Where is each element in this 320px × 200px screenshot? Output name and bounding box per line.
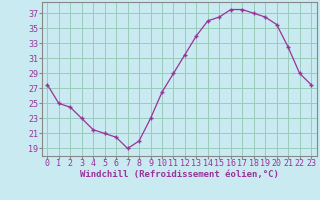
X-axis label: Windchill (Refroidissement éolien,°C): Windchill (Refroidissement éolien,°C) [80, 170, 279, 179]
